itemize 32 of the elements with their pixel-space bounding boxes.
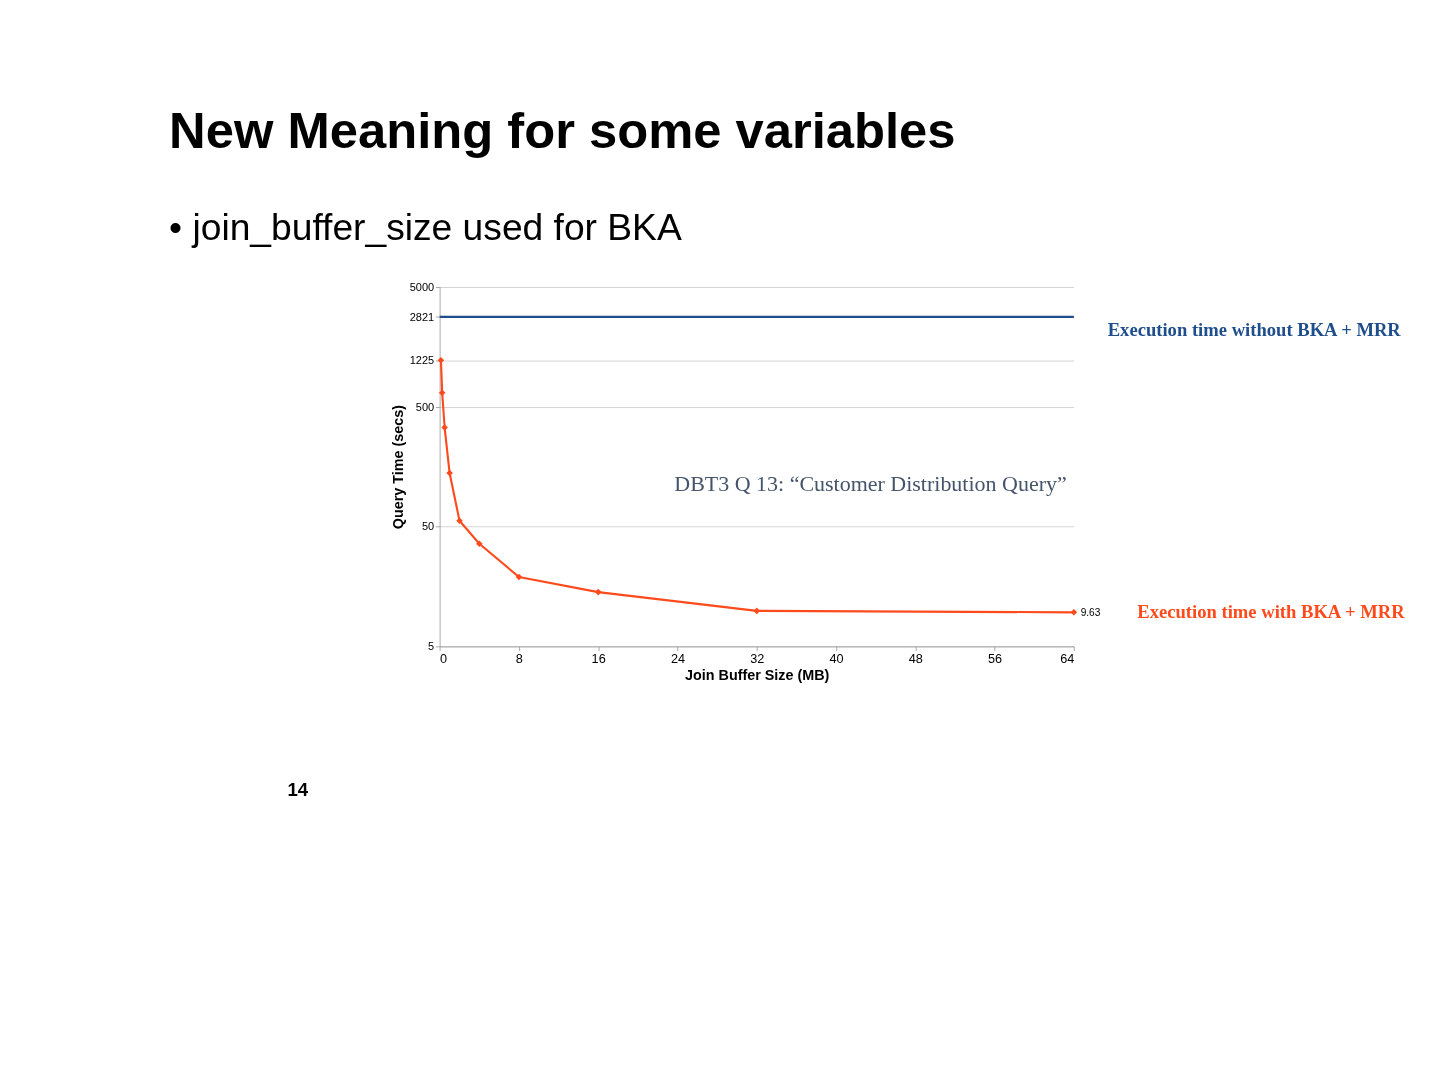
x-tick-label: 40 xyxy=(829,651,844,666)
y-tick-label: 5000 xyxy=(409,280,435,293)
annotation: DBT3 Q 13: “Customer Distribution Query” xyxy=(674,471,1067,497)
point xyxy=(438,389,446,397)
x-tick-label: 48 xyxy=(908,651,923,666)
chart-subtitle: • join_buffer_size used for BKA xyxy=(169,205,682,248)
x-tick-label: 64 xyxy=(1060,651,1075,666)
x-axis-title: Join Buffer Size (MB) xyxy=(685,666,830,683)
data-label: 9.63 xyxy=(1080,606,1101,618)
point xyxy=(441,424,448,431)
y-tick-label: 2821 xyxy=(409,310,435,323)
y-tick-label: 1225 xyxy=(409,354,435,367)
point xyxy=(594,588,602,596)
y-tick-label: 5 xyxy=(428,640,435,653)
ref-line-label: Execution time without BKA + MRR xyxy=(1107,319,1402,341)
y-axis-title: Query Time (secs) xyxy=(389,404,406,530)
x-tick-label: 32 xyxy=(750,651,765,666)
point xyxy=(515,573,523,581)
point xyxy=(1070,609,1078,616)
x-tick-label: 24 xyxy=(670,651,685,666)
x-tick-label: 16 xyxy=(591,651,606,666)
y-tick-label: 500 xyxy=(415,400,435,413)
x-tick-label: 56 xyxy=(987,651,1003,666)
x-tick-label: 8 xyxy=(515,651,523,666)
point xyxy=(437,356,445,364)
chart-title: New Meaning for some variables xyxy=(169,102,956,160)
y-tick-label: 50 xyxy=(421,520,435,533)
x-tick-label: 0 xyxy=(440,651,448,666)
point xyxy=(456,517,463,525)
text: 14 xyxy=(287,779,309,801)
point xyxy=(476,540,483,547)
text: Execution time with BKA + MRR xyxy=(1137,601,1406,623)
